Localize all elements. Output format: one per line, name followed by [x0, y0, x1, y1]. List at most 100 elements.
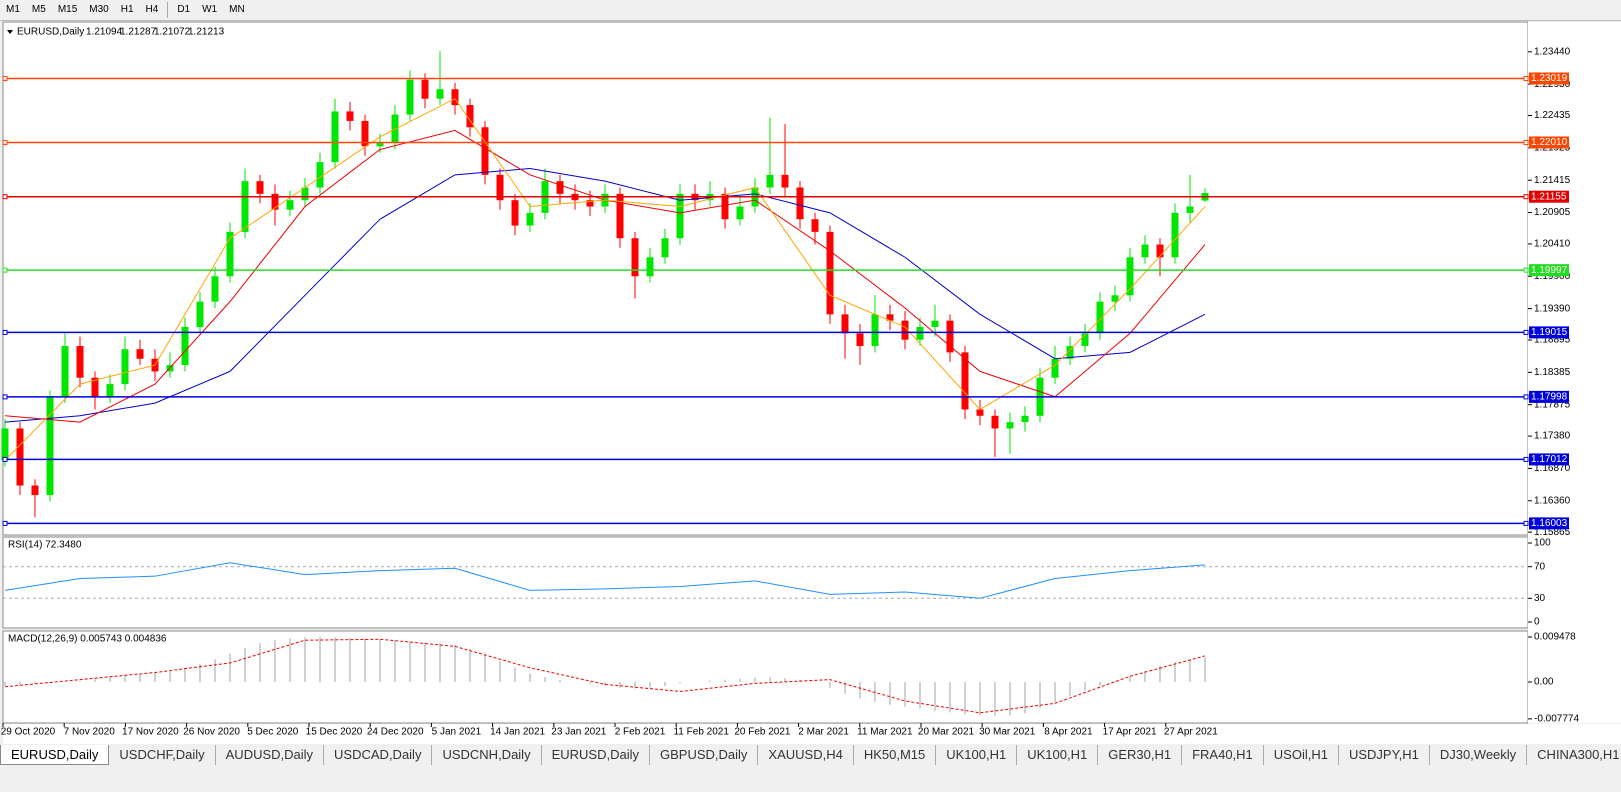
chart-tab[interactable]: USOil,H1 — [1264, 745, 1339, 765]
x-tick-label: 8 Apr 2021 — [1044, 727, 1093, 738]
candle-body — [331, 111, 339, 163]
moving-average — [4, 98, 1206, 461]
x-tick-label: 2 Mar 2021 — [798, 727, 849, 738]
y-tick-label: 1.15865 — [1534, 527, 1571, 538]
candle-body — [811, 219, 819, 232]
y-tick-label: 1.21415 — [1534, 175, 1571, 186]
level-label: 1.21155 — [1531, 191, 1567, 202]
candle-body — [76, 346, 84, 378]
candle-body — [196, 301, 204, 328]
x-tick-label: 11 Feb 2021 — [673, 727, 729, 738]
level-handle — [2, 139, 8, 145]
candle-body — [421, 79, 429, 99]
x-tick-label: 5 Jan 2021 — [432, 727, 482, 738]
period-button[interactable]: H4 — [145, 4, 159, 15]
candle-body — [901, 320, 909, 340]
level-handle — [1523, 194, 1529, 200]
x-tick-label: 20 Feb 2021 — [734, 727, 791, 738]
chart-tab[interactable]: USDCNH,Daily — [432, 745, 542, 765]
candle-body — [526, 212, 534, 226]
level-label-box — [1529, 72, 1569, 85]
level-label: 1.22010 — [1531, 137, 1568, 148]
chart-tab[interactable]: UK100,H1 — [1017, 745, 1099, 765]
y-tick-label: 0.009478 — [1534, 632, 1576, 643]
y-tick-label: 1.16360 — [1534, 495, 1571, 506]
chart-tab[interactable]: EURUSD,Daily — [0, 745, 110, 765]
candle-body — [1081, 333, 1089, 347]
candle-body — [466, 105, 474, 128]
candle-body — [1171, 212, 1179, 258]
ohlc-value: 1.21072 — [154, 27, 191, 38]
x-tick-label: 7 Nov 2020 — [64, 727, 116, 738]
candle-body — [841, 314, 849, 334]
y-tick-label: 1.16870 — [1534, 463, 1571, 474]
candle-body — [676, 193, 684, 239]
candle-body — [976, 409, 984, 416]
period-button[interactable]: D1 — [177, 4, 191, 15]
candle-body — [871, 314, 879, 347]
chart-tab[interactable]: UK100,H1 — [936, 745, 1018, 765]
candle-body — [916, 327, 924, 340]
ohlc-value: 1.21287 — [120, 27, 157, 38]
level-label-box — [1529, 264, 1569, 277]
y-tick-label: 70 — [1534, 561, 1546, 572]
menu-arrow — [7, 30, 13, 34]
x-tick-label: 2 Feb 2021 — [615, 727, 666, 738]
candle-body — [646, 257, 654, 277]
rsi-line — [4, 562, 1206, 599]
candle-body — [121, 349, 129, 385]
period-button[interactable]: W1 — [202, 4, 218, 15]
candle-body — [1186, 206, 1194, 213]
chart-tab[interactable]: CHINA300,H1 — [1527, 745, 1621, 765]
y-tick-label: 1.20410 — [1534, 239, 1571, 250]
level-label-box — [1529, 517, 1569, 530]
chart-tabs: EURUSD,Daily USDCHF,Daily AUDUSD,Daily USDC… — [0, 745, 1621, 765]
signal-line — [4, 638, 1206, 714]
candle-body — [991, 415, 999, 429]
period-button[interactable]: M15 — [57, 4, 78, 15]
candle-body — [316, 162, 324, 188]
candle-body — [1126, 257, 1134, 296]
chart-tab[interactable]: USDCHF,Daily — [109, 745, 216, 765]
x-tick-label: 20 Mar 2021 — [918, 727, 975, 738]
candle-body — [946, 320, 954, 353]
candle-body — [1096, 301, 1104, 334]
level-handle — [1523, 329, 1529, 335]
y-tick-label: 1.18385 — [1534, 367, 1571, 378]
level-handle — [2, 194, 8, 200]
time-axis — [3, 724, 1621, 744]
chart-tab[interactable]: USDJPY,H1 — [1339, 745, 1430, 765]
y-tick-label: 1.22435 — [1534, 110, 1571, 121]
period-button[interactable]: M1 — [6, 4, 20, 15]
level-handle — [1523, 520, 1529, 526]
chart-tab[interactable]: HK50,M15 — [854, 745, 937, 765]
chart-tab[interactable]: XAUUSD,H4 — [758, 745, 854, 765]
chart-tab[interactable]: USDCAD,Daily — [324, 745, 433, 765]
period-button[interactable]: H1 — [120, 4, 134, 15]
chart-tab[interactable]: AUDUSD,Daily — [216, 745, 325, 765]
period-button[interactable]: M30 — [89, 4, 109, 15]
y-tick-label: 0 — [1534, 617, 1540, 628]
candle-body — [226, 231, 234, 277]
candle-body — [406, 79, 414, 115]
candle-body — [106, 384, 114, 397]
chart-tab[interactable]: GER30,H1 — [1098, 745, 1183, 765]
y-tick-label: 1.17380 — [1534, 431, 1571, 442]
candle-body — [631, 238, 639, 277]
candle-body — [826, 231, 834, 315]
chart-tab[interactable]: GBPUSD,Daily — [650, 745, 759, 765]
level-label: 1.16003 — [1531, 518, 1568, 529]
candle-body — [721, 193, 729, 220]
candle-body — [931, 320, 939, 328]
candle-body — [481, 127, 489, 175]
candle-body — [961, 352, 969, 410]
chart-tab[interactable]: FRA40,H1 — [1182, 745, 1264, 765]
period-button[interactable]: MN — [229, 4, 245, 15]
period-button[interactable]: M5 — [31, 4, 46, 15]
chart-tab[interactable]: DJ30,Weekly — [1430, 745, 1528, 765]
candle-body — [271, 193, 279, 210]
x-tick-label: 30 Mar 2021 — [979, 727, 1036, 738]
chart-tab[interactable]: EURUSD,Daily — [542, 745, 650, 765]
level-handle — [1523, 394, 1529, 400]
